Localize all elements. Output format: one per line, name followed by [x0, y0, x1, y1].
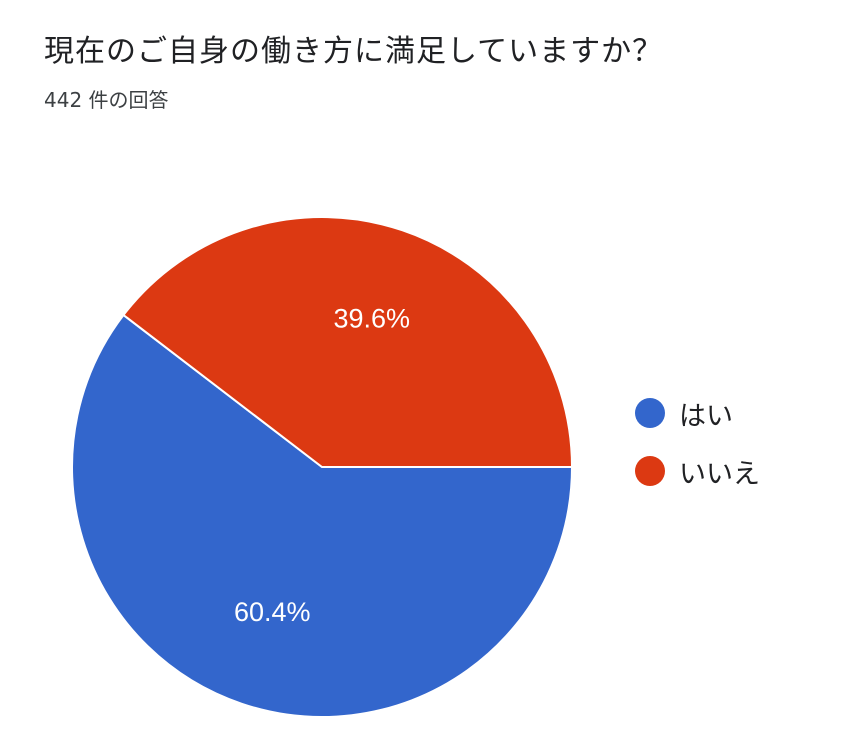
pie-label-no: 39.6%	[333, 303, 410, 333]
pie-label-yes: 60.4%	[234, 597, 311, 627]
chart-title: 現在のご自身の働き方に満足していますか？	[44, 34, 664, 69]
legend-swatch-yes	[635, 398, 665, 428]
pie-slice-yes[interactable]	[71, 313, 574, 718]
legend-label-yes: はい	[679, 400, 733, 432]
pie-slices	[71, 216, 574, 718]
response-count: 442 件の回答	[44, 88, 169, 112]
legend-item-no[interactable]: いいえ	[635, 453, 760, 490]
legend-item-yes[interactable]: はい	[635, 395, 760, 432]
legend-swatch-no	[635, 456, 665, 486]
legend-label-no: いいえ	[679, 458, 760, 490]
pie-slice-no[interactable]	[122, 216, 574, 468]
pie-slice-labels: 60.4% 39.6%	[234, 303, 410, 627]
legend: はい いいえ	[635, 395, 760, 511]
